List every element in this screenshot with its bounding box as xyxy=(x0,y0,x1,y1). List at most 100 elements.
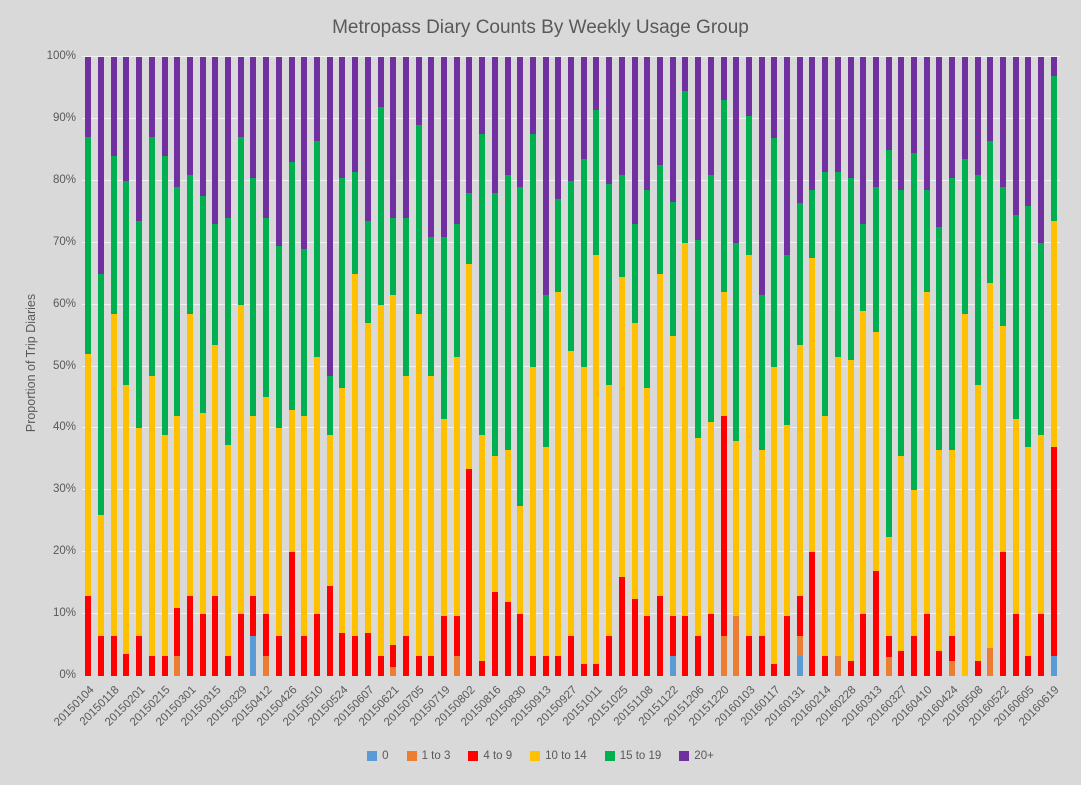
bar-20160508 xyxy=(971,57,984,676)
segment-15-to-19 xyxy=(415,125,422,314)
bar-20150222 xyxy=(171,57,184,676)
segment-10-to-14 xyxy=(517,505,524,615)
segment-4-to-9 xyxy=(466,468,473,676)
bar-stack-20160320 xyxy=(885,57,892,676)
segment-10-to-14 xyxy=(263,397,270,615)
segment-10-to-14 xyxy=(186,313,193,596)
segment-20+ xyxy=(568,57,575,181)
segment-4-to-9 xyxy=(720,416,727,636)
bar-stack-20150308 xyxy=(199,57,206,676)
segment-20+ xyxy=(504,57,511,175)
segment-10-to-14 xyxy=(961,313,968,676)
segment-4-to-9 xyxy=(352,635,359,676)
bar-stack-20150823 xyxy=(504,57,511,676)
bar-20160612 xyxy=(1035,57,1048,676)
segment-10-to-14 xyxy=(898,456,905,652)
bar-stack-20160529 xyxy=(1012,57,1019,676)
legend-label: 15 to 19 xyxy=(619,750,662,762)
bar-20160124 xyxy=(781,57,794,676)
bar-stack-20160403 xyxy=(911,57,918,676)
segment-20+ xyxy=(618,57,625,175)
segment-10-to-14 xyxy=(428,375,435,657)
segment-20+ xyxy=(1025,57,1032,206)
segment-15-to-19 xyxy=(555,199,562,293)
segment-4-to-9 xyxy=(999,552,1006,676)
segment-4-to-9 xyxy=(339,632,346,676)
segment-15-to-19 xyxy=(199,196,206,413)
segment-15-to-19 xyxy=(784,255,791,426)
segment-20+ xyxy=(961,57,968,160)
bar-stack-20160417 xyxy=(936,57,943,676)
segment-20+ xyxy=(529,57,536,135)
bar-20151011 xyxy=(590,57,603,676)
segment-10-to-14 xyxy=(110,313,117,636)
segment-10-to-14 xyxy=(479,434,486,661)
bar-20150621 xyxy=(387,57,400,676)
bar-stack-20150329 xyxy=(237,57,244,676)
segment-20+ xyxy=(1050,57,1057,76)
segment-10-to-14 xyxy=(339,388,346,633)
bar-stack-20151129 xyxy=(682,57,689,676)
segment-15-to-19 xyxy=(225,217,232,446)
legend-item-20+: 20+ xyxy=(679,750,714,762)
segment-10-to-14 xyxy=(453,357,460,616)
segment-20+ xyxy=(720,57,727,101)
segment-4-to-9 xyxy=(644,615,651,676)
segment-20+ xyxy=(580,57,587,160)
segment-10-to-14 xyxy=(161,434,168,657)
segment-10-to-14 xyxy=(466,264,473,469)
bar-20150614 xyxy=(374,57,387,676)
y-axis-title: Proportion of Trip Diaries xyxy=(24,293,38,433)
bar-20151206 xyxy=(692,57,705,676)
segment-10-to-14 xyxy=(555,292,562,657)
y-tick-40pct: 40% xyxy=(52,421,76,434)
segment-15-to-19 xyxy=(237,137,244,305)
bar-20150215 xyxy=(158,57,171,676)
segment-4-to-9 xyxy=(212,595,219,676)
segment-4-to-9 xyxy=(441,615,448,676)
segment-1-to-3 xyxy=(453,656,460,676)
bar-stack-20151213 xyxy=(707,57,714,676)
bar-stack-20160214 xyxy=(822,57,829,676)
segment-15-to-19 xyxy=(745,115,752,256)
bar-stack-20150322 xyxy=(225,57,232,676)
segment-0 xyxy=(669,656,676,676)
bar-stack-20160605 xyxy=(1025,57,1032,676)
bar-20150118 xyxy=(107,57,120,676)
segment-4-to-9 xyxy=(809,552,816,676)
segment-4-to-9 xyxy=(936,651,943,676)
segment-4-to-9 xyxy=(453,615,460,657)
bar-stack-20151122 xyxy=(669,57,676,676)
bar-stack-20160313 xyxy=(872,57,879,676)
bar-20160327 xyxy=(895,57,908,676)
bar-stack-20160207 xyxy=(809,57,816,676)
segment-15-to-19 xyxy=(1050,75,1057,222)
segment-10-to-14 xyxy=(377,304,384,657)
segment-4-to-9 xyxy=(326,586,333,676)
y-tick-30pct: 30% xyxy=(52,483,76,496)
segment-15-to-19 xyxy=(987,140,994,283)
segment-10-to-14 xyxy=(542,446,549,657)
bar-stack-20160103 xyxy=(745,57,752,676)
bar-20151213 xyxy=(704,57,717,676)
segment-1-to-3 xyxy=(733,615,740,676)
legend-swatch-icon xyxy=(367,751,378,761)
bar-20150308 xyxy=(196,57,209,676)
segment-4-to-9 xyxy=(974,660,981,676)
segment-4-to-9 xyxy=(402,635,409,676)
segment-15-to-19 xyxy=(263,217,270,398)
bar-20150412 xyxy=(260,57,273,676)
bar-20150913 xyxy=(539,57,552,676)
segment-15-to-19 xyxy=(1012,214,1019,420)
segment-4-to-9 xyxy=(580,663,587,676)
bar-20151220 xyxy=(717,57,730,676)
bar-stack-20150315 xyxy=(212,57,219,676)
segment-4-to-9 xyxy=(275,635,282,676)
bar-stack-20151101 xyxy=(631,57,638,676)
bar-20160103 xyxy=(743,57,756,676)
segment-10-to-14 xyxy=(847,360,854,661)
segment-15-to-19 xyxy=(542,295,549,447)
segment-10-to-14 xyxy=(911,490,918,636)
segment-20+ xyxy=(339,57,346,178)
segment-4-to-9 xyxy=(885,635,892,658)
